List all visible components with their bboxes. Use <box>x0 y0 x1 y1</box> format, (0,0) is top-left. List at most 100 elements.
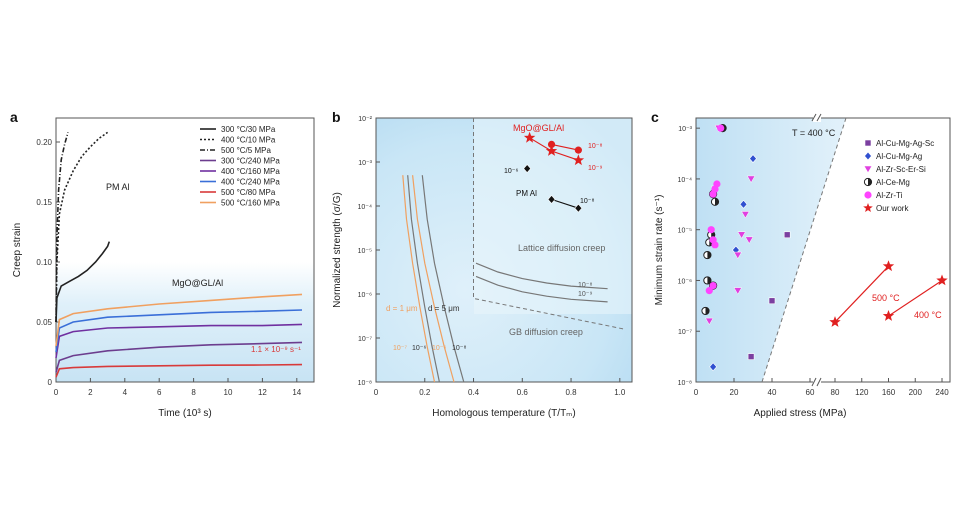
c-xtick-label: 160 <box>882 388 896 397</box>
annotation-lattice-1e8: 10⁻⁸ <box>578 282 592 289</box>
c-legend-marker <box>863 203 873 212</box>
a-series-line <box>55 132 69 323</box>
b-marker <box>523 131 536 143</box>
c-legend-label: Al-Cu-Mg-Ag-Sc <box>876 139 934 148</box>
annotation-b-pm-al: PM Al <box>516 189 537 198</box>
a-xtick-label: 6 <box>157 388 162 397</box>
c-marker <box>882 310 895 321</box>
c-marker <box>741 211 750 219</box>
c-marker <box>737 231 746 239</box>
panel-c-legend: Al-Cu-Mg-Ag-Sc Al-Cu-Mg-Ag Al-Zr-Sc-Er-Si A… <box>863 139 934 213</box>
c-xtick-label: 20 <box>730 388 739 397</box>
panel-a-label: a <box>10 109 18 125</box>
c-marker <box>705 287 713 295</box>
c-marker <box>783 231 791 239</box>
c-marker <box>733 287 743 295</box>
b-xtick-label: 0.6 <box>517 388 529 397</box>
region-lattice-diffusion: Lattice diffusion creep <box>518 243 605 253</box>
annotation-curve-1e8: 10⁻⁸ <box>452 345 466 352</box>
a-xtick-label: 2 <box>88 388 93 397</box>
panel-b-ylabel: Normalized strength (σ/G) <box>332 192 343 308</box>
b-ytick-label: 10⁻² <box>358 116 372 123</box>
c-marker-fill <box>707 276 711 285</box>
annotation-400c: 400 °C <box>914 310 942 320</box>
c-marker <box>749 154 757 164</box>
a-xtick-label: 14 <box>292 388 301 397</box>
c-xtick-label: 80 <box>831 388 840 397</box>
c-legend-marker <box>864 151 872 161</box>
c-xtick-label: 120 <box>855 388 869 397</box>
panel-a-ylabel: Creep strain <box>12 223 23 277</box>
panel-c-ylabel: Minimum strain rate (s⁻¹) <box>654 195 665 306</box>
c-legend-marker <box>863 165 873 174</box>
c-legend-marker-fill <box>868 178 872 186</box>
b-creep-curve <box>412 175 455 383</box>
a-xtick-label: 4 <box>123 388 128 397</box>
b-xtick-label: 0 <box>374 388 379 397</box>
c-marker <box>717 124 725 132</box>
annotation-red-1e8: 10⁻⁸ <box>588 143 602 150</box>
c-legend-label: Al-Zr-Sc-Er-Si <box>876 165 926 174</box>
c-marker-fill <box>715 198 719 206</box>
panel-a-highlight <box>56 262 314 382</box>
c-marker <box>709 190 717 198</box>
panel-b-xlabel: Homologous temperature (T/Tₘ) <box>432 408 576 419</box>
annotation-mgo-gl-al: MgO@GL/Al <box>172 278 223 288</box>
c-marker <box>707 226 715 234</box>
a-xtick-label: 0 <box>54 388 59 397</box>
c-marker <box>709 362 717 372</box>
c-marker <box>739 199 748 209</box>
a-ytick-label: 0.10 <box>36 258 52 267</box>
b-ytick-label: 10⁻⁴ <box>358 204 373 211</box>
b-marker <box>572 154 585 166</box>
a-xtick-label: 8 <box>191 388 196 397</box>
annotation-red-1e9: 10⁻⁹ <box>588 165 602 172</box>
a-series-line <box>55 241 111 323</box>
c-marker <box>829 316 841 327</box>
c-ytick-label: 10⁻⁴ <box>678 177 693 184</box>
c-legend-label: Al-Zr-Ti <box>876 191 903 200</box>
c-ourwork-line <box>834 265 889 323</box>
c-legend-label: Our work <box>876 204 909 213</box>
panel-a-xlabel: Time (10³ s) <box>158 408 212 419</box>
c-marker <box>882 260 895 272</box>
c-marker-fill <box>707 251 711 259</box>
panel-b: 0 0.2 0.4 0.6 0.8 1.0 10⁻⁸ 10⁻⁷ 10⁻⁶ 10⁻⁵ 10⁻⁴ 10⁻³… <box>332 109 633 419</box>
b-marker <box>547 140 556 148</box>
region-temperature-label: T = 400 °C <box>792 128 836 138</box>
b-creep-curve <box>475 275 608 303</box>
c-ytick-label: 10⁻³ <box>678 126 692 133</box>
c-marker <box>936 274 948 286</box>
c-xtick-label: 60 <box>806 388 815 397</box>
b-creep-curve <box>421 175 465 383</box>
a-legend-label: 500 °C/160 MPa <box>221 199 280 208</box>
annotation-500c: 500 °C <box>872 293 900 303</box>
c-marker <box>733 251 743 260</box>
panel-c-axis-break-top <box>811 113 822 122</box>
c-ytick-label: 10⁻⁷ <box>678 329 692 336</box>
c-xtick-label: 240 <box>935 388 949 397</box>
panel-c-axis-break-bottom <box>811 377 822 387</box>
c-marker <box>746 175 756 184</box>
a-legend-label: 400 °C/10 MPa <box>221 136 276 145</box>
a-legend-label: 400 °C/240 MPa <box>221 178 280 187</box>
a-ytick-label: 0.20 <box>36 138 52 147</box>
b-creep-curve <box>402 175 436 383</box>
c-xtick-label: 200 <box>909 388 923 397</box>
b-xtick-label: 0.2 <box>419 388 431 397</box>
annotation-d1: d = 1 μm <box>386 304 418 313</box>
c-legend-marker <box>864 191 872 199</box>
a-ytick-label: 0.05 <box>36 318 52 327</box>
c-xtick-label: 0 <box>694 388 699 397</box>
a-series-line <box>55 323 303 359</box>
b-creep-curve <box>407 175 440 383</box>
a-legend-label: 400 °C/160 MPa <box>221 167 280 176</box>
b-marker <box>545 145 558 156</box>
b-xtick-label: 0.8 <box>565 388 577 397</box>
a-series-line <box>55 363 303 378</box>
a-legend-label: 300 °C/30 MPa <box>221 125 276 134</box>
annotation-curve-1e7: 10⁻⁷ <box>393 345 407 352</box>
b-ytick-label: 10⁻⁵ <box>358 248 372 255</box>
c-ytick-label: 10⁻⁶ <box>678 278 692 285</box>
